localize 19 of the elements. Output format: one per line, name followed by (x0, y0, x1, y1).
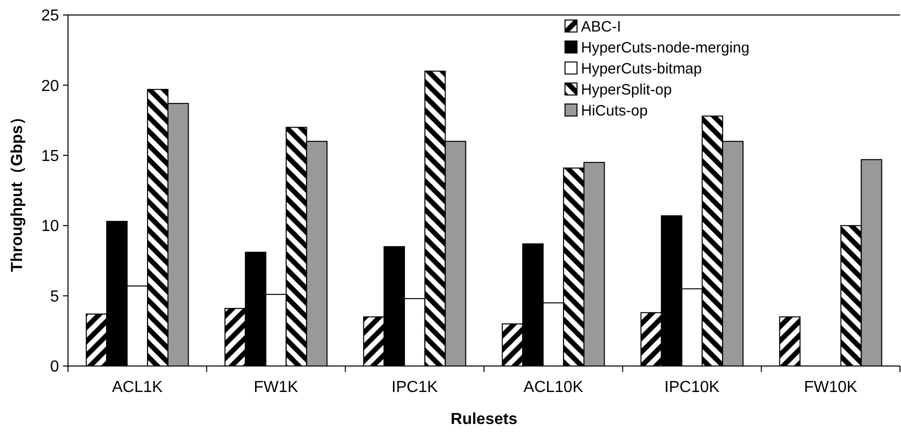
y-axis-title: Throughput（Gbps） (9, 109, 26, 272)
x-tick-label: ACL1K (112, 379, 164, 396)
legend-label: HyperSplit-op (581, 81, 672, 98)
x-axis-title: Rulesets (450, 411, 518, 428)
x-tick-label: IPC1K (392, 379, 438, 396)
y-tick-label: 15 (41, 148, 60, 165)
y-tick-label: 20 (41, 78, 60, 95)
legend-label: HyperCuts-bitmap (581, 60, 702, 78)
legend-label: HyperCuts-node-merging (581, 39, 750, 56)
legend-label: HiCuts-op (581, 102, 648, 120)
x-tick-label: FW10K (804, 379, 858, 396)
legend-label: ABC-I (581, 18, 622, 36)
y-tick-label: 10 (41, 218, 60, 236)
y-tick-label: 25 (41, 8, 60, 25)
x-tick-label: FW1K (254, 379, 299, 396)
y-tick-label: 0 (50, 358, 60, 376)
y-tick-label: 5 (50, 288, 60, 306)
x-tick-label: ACL10K (524, 379, 584, 396)
x-tick-label: IPC10K (664, 379, 720, 396)
